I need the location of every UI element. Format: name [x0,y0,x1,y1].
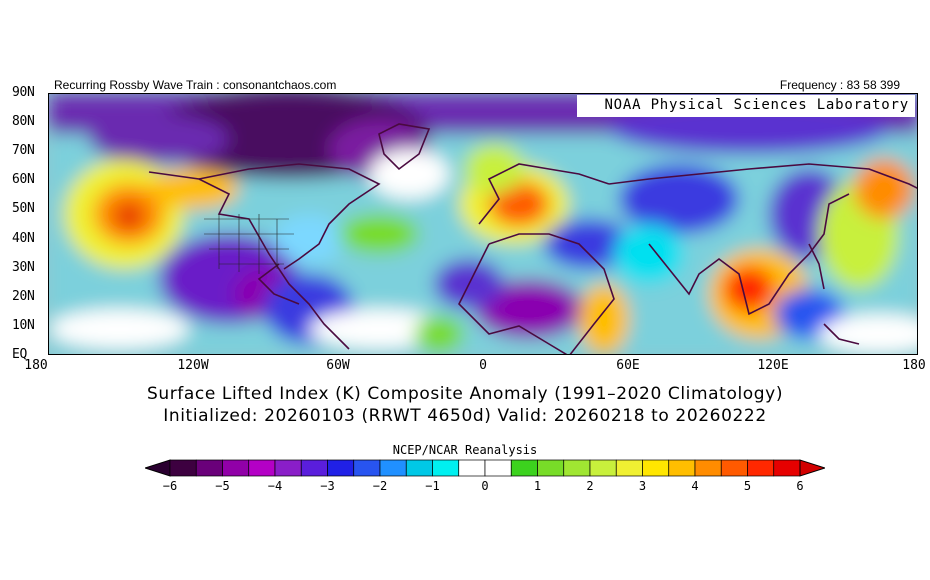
lab-label-box: NOAA Physical Sciences Laboratory [577,95,915,117]
colorbar-tick-label: 2 [586,479,594,493]
colorbar-swatch [773,459,801,477]
colorbar-swatch [300,459,328,477]
colorbar-swatch [720,459,748,477]
colorbar-tick-label: −4 [267,479,283,493]
lat-label: 30N [12,259,35,275]
anomaly-map [48,93,918,355]
colorbar-tick-label: −1 [425,479,440,493]
lat-label: 60N [12,172,35,188]
colorbar-right-arrow [799,459,825,477]
colorbar-swatch [484,459,512,477]
lon-label: 180 [24,358,48,373]
colorbar-tick-label: 3 [638,479,647,493]
lon-label: 0 [479,358,487,373]
colorbar-swatch [405,459,433,477]
lon-label: 180 [902,358,926,373]
us-state-lines [204,214,294,274]
colorbar-tick-label: 1 [533,479,542,493]
colorbar-swatch [747,459,775,477]
colorbar-tick-label: −3 [320,479,335,493]
header-source-label: Recurring Rossby Wave Train : consonantc… [54,78,337,92]
colorbar-swatch [274,459,302,477]
lon-label: 60W [326,358,350,373]
lon-label: 120E [757,358,789,373]
lon-label: 120W [177,358,209,373]
colorbar-swatch [694,459,722,477]
colorbar-swatch [379,459,407,477]
colorbar [145,459,825,477]
lat-label: 80N [12,114,35,130]
colorbar-swatch [458,459,486,477]
colorbar-swatch [195,459,223,477]
colorbar-tick-label: −2 [372,479,388,493]
header-frequency-label: Frequency : 83 58 399 [779,78,900,92]
colorbar-swatch [668,459,696,477]
colorbar-swatch [222,459,250,477]
lab-label: NOAA Physical Sciences Laboratory [604,97,909,113]
map-title-line-2: Initialized: 20260103 (RRWT 4650d) Valid… [163,406,767,426]
lat-label: EQ [12,347,28,362]
colorbar-swatch [642,459,670,477]
lat-label: 20N [12,288,35,304]
map-title-line-1: Surface Lifted Index (K) Composite Anoma… [146,384,784,404]
lon-label: 60E [616,358,640,373]
anomaly-field [49,94,917,354]
colorbar-swatch [169,459,197,477]
colorbar-left-arrow [145,459,171,477]
lat-label: 90N [12,85,35,100]
lat-label: 40N [12,230,35,246]
colorbar-swatch [589,459,617,477]
colorbar-tick-label: 5 [743,479,752,493]
lat-label: 70N [12,143,35,159]
lat-label: 10N [12,317,35,333]
colorbar-tick-label: 6 [796,479,804,493]
colorbar-swatch [537,459,565,477]
lat-label: 50N [12,201,35,217]
colorbar-tick-label: 0 [481,479,489,493]
colorbar-tick-label: −5 [215,479,230,493]
colorbar-tick-label: −6 [162,479,178,493]
colorbar-swatch [615,459,643,477]
colorbar-swatch [327,459,355,477]
colorbar-swatch [510,459,538,477]
colorbar-title: NCEP/NCAR Reanalysis [392,443,538,457]
colorbar-swatch [563,459,591,477]
colorbar-swatch [248,459,276,477]
colorbar-swatch [432,459,460,477]
colorbar-tick-label: 4 [691,479,699,493]
colorbar-swatch [353,459,381,477]
